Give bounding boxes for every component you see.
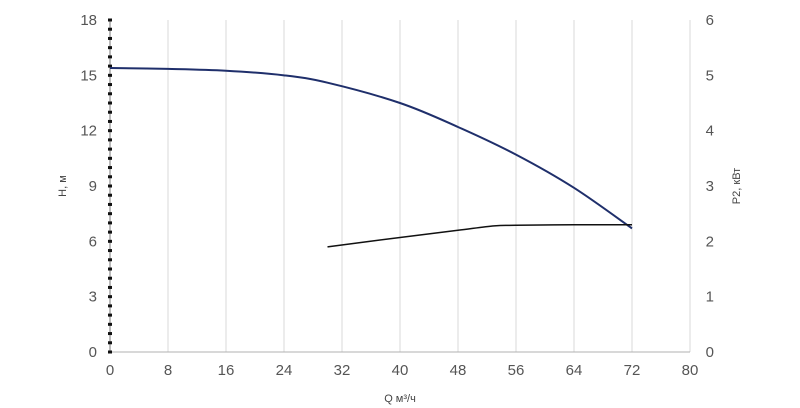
y-left-tick-label: 9 xyxy=(89,178,97,195)
x-tick-label: 8 xyxy=(164,362,172,379)
left-axis-minor-tick xyxy=(108,230,112,234)
left-axis-minor-tick xyxy=(108,46,112,50)
left-axis-minor-tick xyxy=(108,202,112,206)
left-axis-minor-tick xyxy=(108,341,112,345)
y-right-tick-label: 5 xyxy=(706,67,714,84)
left-axis-minor-tick xyxy=(108,285,112,289)
left-axis-minor-tick xyxy=(108,36,112,40)
left-axis-minor-tick xyxy=(108,212,112,216)
left-axis-minor-tick xyxy=(108,276,112,280)
left-axis-dotted-markers xyxy=(108,18,112,354)
left-axis-minor-tick xyxy=(108,322,112,326)
left-axis-minor-tick xyxy=(108,64,112,68)
y-left-tick-label: 0 xyxy=(89,344,97,361)
left-axis-minor-tick xyxy=(108,138,112,142)
x-tick-label: 72 xyxy=(624,362,641,379)
left-axis-minor-tick xyxy=(108,350,112,354)
left-axis-minor-tick xyxy=(108,258,112,262)
left-axis-minor-tick xyxy=(108,304,112,308)
left-axis-minor-tick xyxy=(108,83,112,87)
left-axis-minor-tick xyxy=(108,73,112,77)
y-right-tick-label: 4 xyxy=(706,123,714,140)
left-axis-minor-tick xyxy=(108,119,112,123)
left-axis-minor-tick xyxy=(108,175,112,179)
y-left-tick-label: 15 xyxy=(80,67,97,84)
left-axis-minor-tick xyxy=(108,55,112,59)
left-axis-minor-tick xyxy=(108,267,112,271)
left-axis-minor-tick xyxy=(108,110,112,114)
y-right-tick-label: 6 xyxy=(706,12,714,29)
left-axis-minor-tick xyxy=(108,27,112,31)
y-right-tick-label: 3 xyxy=(706,178,714,195)
y-right-tick-label: 2 xyxy=(706,233,714,250)
y-right-tick-label: 1 xyxy=(706,289,714,306)
x-tick-label: 32 xyxy=(334,362,351,379)
left-axis-minor-tick xyxy=(108,249,112,253)
left-axis-minor-tick xyxy=(108,221,112,225)
left-axis-minor-tick xyxy=(108,239,112,243)
left-axis-minor-tick xyxy=(108,18,112,22)
y-left-tick-label: 18 xyxy=(80,12,97,29)
y-right-tick-label: 0 xyxy=(706,344,714,361)
x-tick-label: 48 xyxy=(450,362,467,379)
y-right-axis-title: P2, кВт xyxy=(731,168,743,204)
x-tick-label: 56 xyxy=(508,362,525,379)
left-axis-minor-tick xyxy=(108,332,112,336)
series-lines xyxy=(109,66,633,248)
left-axis-minor-tick xyxy=(108,295,112,299)
left-axis-minor-tick xyxy=(108,184,112,188)
head-curve-line xyxy=(109,66,633,230)
y-left-axis-title: H, м xyxy=(57,175,69,197)
left-axis-minor-tick xyxy=(108,193,112,197)
x-tick-label: 64 xyxy=(566,362,583,379)
x-tick-label: 16 xyxy=(218,362,235,379)
y-left-tick-label: 3 xyxy=(89,289,97,306)
left-axis-minor-tick xyxy=(108,92,112,96)
x-axis-title: Q м³/ч xyxy=(384,393,416,405)
x-tick-label: 24 xyxy=(276,362,293,379)
left-axis-minor-tick xyxy=(108,166,112,170)
x-tick-label: 0 xyxy=(106,362,114,379)
grid-lines xyxy=(167,20,691,352)
power-curve-line xyxy=(327,223,633,248)
left-axis-minor-tick xyxy=(108,147,112,151)
y-left-tick-label: 6 xyxy=(89,233,97,250)
left-axis-minor-tick xyxy=(108,156,112,160)
left-axis-minor-tick xyxy=(108,129,112,133)
left-axis-minor-tick xyxy=(108,101,112,105)
x-tick-label: 40 xyxy=(392,362,409,379)
left-axis-minor-tick xyxy=(108,313,112,317)
y-left-tick-label: 12 xyxy=(80,123,97,140)
x-tick-label: 80 xyxy=(682,362,699,379)
